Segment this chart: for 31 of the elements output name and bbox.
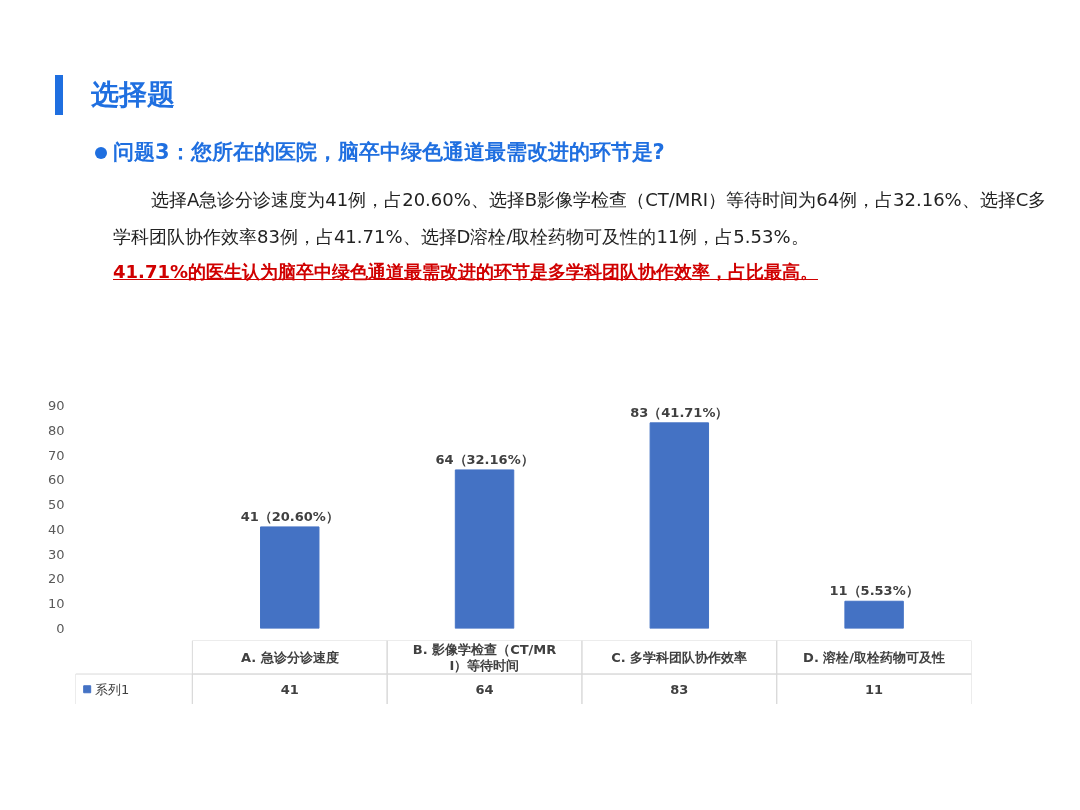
bar bbox=[649, 422, 710, 629]
bar bbox=[454, 469, 515, 629]
x-tick-label: A. 急诊分诊速度 bbox=[240, 649, 339, 665]
y-tick-label: 70 bbox=[47, 447, 65, 463]
y-tick-label: 60 bbox=[47, 472, 65, 488]
y-tick-label: 90 bbox=[47, 398, 65, 413]
chart-title: 选择题 bbox=[55, 75, 1005, 115]
annotation: 64（32.16%） bbox=[435, 451, 534, 467]
y-tick-label: 30 bbox=[47, 546, 65, 562]
y-tick-label: 40 bbox=[47, 521, 65, 537]
chart-subtitle: 问题3：您所在的医院，脑卒中绿色通道最需改进的环节是? bbox=[112, 139, 666, 166]
bar bbox=[844, 600, 904, 629]
data-label: 64 bbox=[475, 681, 494, 697]
y-tick-label: 80 bbox=[47, 422, 65, 438]
x-tick-label: D. 溶栓/取栓药物可及性 bbox=[803, 649, 946, 665]
annotation: 11（5.53%） bbox=[829, 583, 919, 599]
x-tick-label: B. 影像学检查（CT/MRI）等待时间 bbox=[412, 641, 557, 674]
bar bbox=[260, 526, 320, 629]
annotation: 41（20.60%） bbox=[240, 508, 339, 524]
x-tick-label: C. 多学科团队协作效率 bbox=[611, 649, 748, 665]
y-tick-label: 20 bbox=[47, 571, 65, 587]
y-tick-label: 10 bbox=[47, 596, 65, 612]
data-label: 41 bbox=[280, 681, 299, 697]
data-label: 11 bbox=[865, 681, 884, 697]
text: 选择A急诊分诊速度为41例，占20.60%、选择B影像学检查（CT/MRI）等待时间为64例，占32.16%、选择C多学科团队协作效率83例，占41.71%、选择D溶栓/取栓药物可及性的11例，占5.53%。 bbox=[113, 188, 1048, 249]
text: 41.71%的医生认为脑卒中绿色通道最需改进的环节是多学科团队协作效率，占比最高。 bbox=[113, 260, 819, 284]
data-label: 83 bbox=[670, 681, 689, 697]
annotation: 83（41.71%） bbox=[630, 404, 729, 420]
legend-label: 系列1 bbox=[94, 681, 130, 697]
y-tick-label: 50 bbox=[47, 497, 65, 513]
y-tick-label: 0 bbox=[56, 621, 65, 636]
